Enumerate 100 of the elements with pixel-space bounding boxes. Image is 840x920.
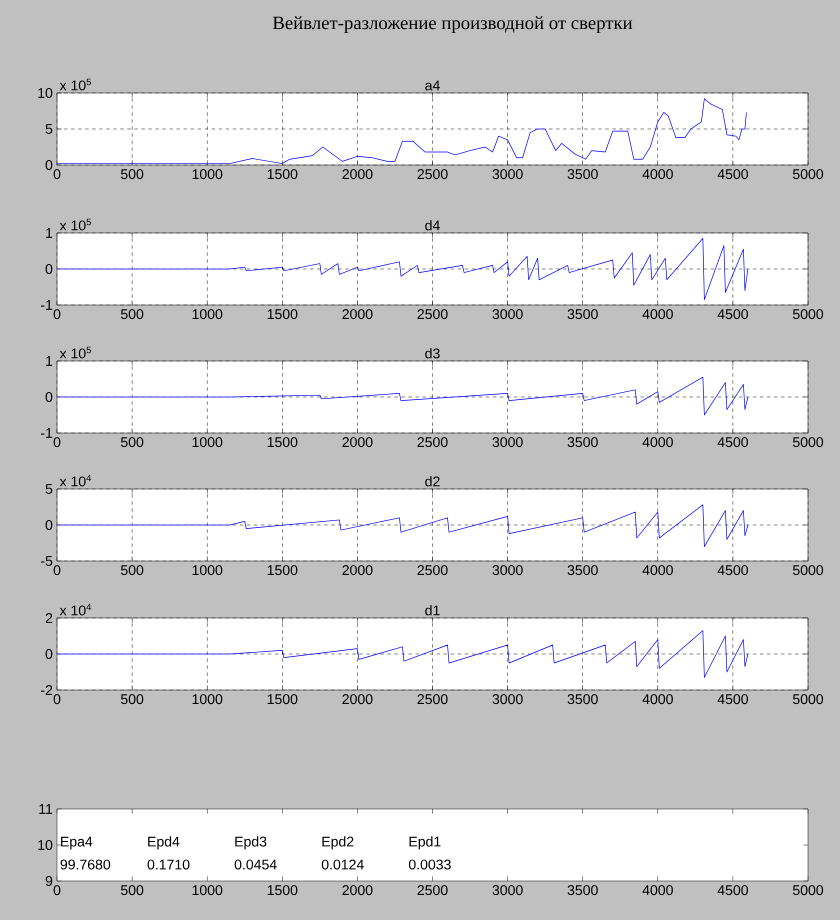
x-tick-label: 2000: [342, 169, 372, 180]
x-tick-label: 3500: [568, 694, 598, 704]
x-tick-label: 4500: [718, 437, 748, 448]
x-tick-label: 3000: [492, 309, 523, 320]
annotation: 0.0124: [322, 860, 364, 870]
x-tick-label: 1000: [192, 885, 222, 896]
annotation: Epd1: [410, 836, 441, 850]
chart-subtitle: a4: [425, 80, 440, 90]
annotation: Epd2: [322, 836, 354, 850]
x-tick-label: 500: [120, 694, 144, 704]
y-tick-label: 0: [46, 160, 52, 170]
annotation: Epd4: [148, 836, 180, 850]
x-tick-label: 2000: [342, 437, 372, 448]
x-tick-label: 2500: [418, 565, 448, 576]
chart-subtitle: d2: [425, 476, 440, 486]
y-tick-label: -1: [40, 300, 52, 310]
x-tick-label: 1000: [192, 169, 222, 180]
x-tick-label: 3500: [568, 169, 598, 180]
x-tick-label: 500: [120, 885, 144, 896]
x-tick-label: 0: [54, 309, 60, 320]
y-tick-label: 10: [38, 88, 52, 98]
y-tick-label: 10: [38, 840, 52, 850]
line-series: [57, 630, 748, 678]
text: x 10$^{4}$: [60, 604, 92, 616]
annotation: 0.0033: [408, 860, 451, 870]
x-tick-label: 1500: [268, 885, 298, 896]
x-tick-label: 3000: [492, 885, 523, 896]
x-tick-label: 2500: [418, 694, 448, 704]
x-tick-label: 4000: [642, 565, 673, 576]
x-tick-label: 1500: [268, 565, 298, 576]
x-tick-label: 2000: [342, 885, 372, 896]
x-tick-label: 1000: [192, 309, 222, 320]
x-tick-label: 4500: [718, 565, 748, 576]
x-tick-label: 3500: [568, 437, 598, 448]
x-tick-label: 500: [120, 437, 144, 448]
y-tick-label: -5: [40, 556, 52, 566]
x-tick-label: 5000: [792, 437, 824, 448]
y-tick-label: 5: [46, 484, 52, 494]
x-tick-label: 0: [54, 169, 60, 180]
x-tick-label: 2000: [342, 309, 372, 320]
x-tick-label: 5000: [792, 885, 824, 896]
x-tick-label: 3000: [492, 565, 523, 576]
x-tick-label: 2500: [418, 437, 448, 448]
x-tick-label: 2000: [342, 565, 372, 576]
x-tick-label: 500: [120, 565, 144, 576]
x-tick-label: 4000: [642, 437, 673, 448]
x-tick-label: 500: [120, 309, 144, 320]
x-tick-label: 1000: [192, 694, 222, 704]
y-tick-label: -1: [40, 428, 52, 438]
x-tick-label: 4500: [718, 885, 748, 896]
x-tick-label: 2500: [418, 169, 448, 180]
x-tick-label: 4500: [718, 169, 748, 180]
line-series: [57, 98, 747, 164]
annotation: Epa4: [61, 836, 92, 850]
x-tick-label: 3500: [568, 309, 598, 320]
x-tick-label: 3500: [568, 565, 598, 576]
x-tick-label: 2500: [418, 885, 448, 896]
x-tick-label: 0: [54, 694, 60, 704]
x-tick-label: 1000: [192, 565, 222, 576]
x-tick-label: 1000: [192, 437, 222, 448]
x-tick-label: 4000: [642, 694, 673, 704]
x-tick-label: 3000: [492, 694, 523, 704]
x-tick-label: 4000: [642, 169, 673, 180]
y-tick-label: -2: [40, 685, 52, 695]
chart-subtitle: d1: [425, 605, 440, 616]
x-tick-label: 3000: [492, 169, 523, 180]
annotation: 0.1710: [148, 860, 190, 870]
x-tick-label: 1500: [268, 694, 298, 704]
line-series: [57, 504, 748, 547]
y-tick-label: 0: [46, 392, 52, 402]
text: x 10$^{5}$: [60, 78, 91, 90]
annotation: Epd3: [235, 836, 266, 850]
y-tick-label: 1: [46, 356, 52, 366]
y-tick-label: 0: [46, 264, 52, 274]
x-tick-label: 5000: [792, 565, 824, 576]
x-tick-label: 4000: [642, 309, 673, 320]
y-tick-label: 2: [46, 613, 52, 623]
chart-subtitle: d3: [425, 348, 440, 358]
x-tick-label: 1500: [268, 437, 298, 448]
x-tick-label: 4000: [642, 885, 673, 896]
x-tick-label: 3500: [568, 885, 598, 896]
text: x 10$^{5}$: [60, 346, 91, 358]
x-tick-label: 2000: [342, 694, 372, 704]
x-tick-label: 5000: [792, 309, 824, 320]
chart-title: Вейвлет-разложение производной от свертки: [272, 16, 632, 34]
x-tick-label: 1500: [268, 309, 298, 320]
text: x 10$^{5}$: [60, 218, 91, 230]
x-tick-label: 500: [120, 169, 144, 180]
y-tick-label: 11: [39, 804, 52, 814]
line-series: [57, 238, 748, 300]
text: x 10$^{4}$: [60, 474, 92, 486]
y-tick-label: 1: [46, 228, 52, 238]
x-tick-label: 0: [54, 885, 60, 896]
x-tick-label: 3000: [492, 437, 523, 448]
x-tick-label: 5000: [792, 694, 824, 704]
x-tick-label: 0: [54, 437, 60, 448]
x-tick-label: 1500: [268, 169, 298, 180]
chart-subtitle: d4: [425, 220, 440, 230]
line-series: [57, 376, 748, 416]
y-tick-label: 0: [46, 520, 52, 530]
